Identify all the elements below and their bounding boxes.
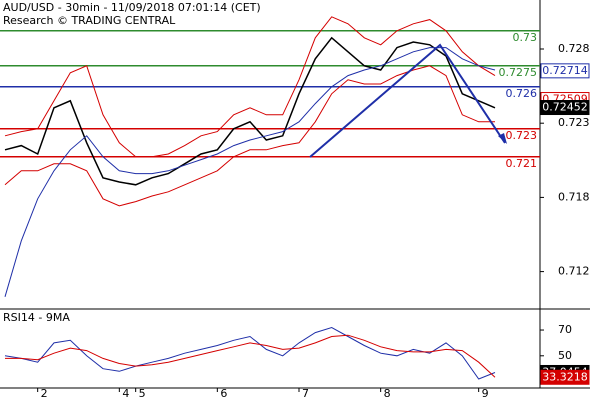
y-tick-label: 70 bbox=[558, 323, 572, 336]
x-tick-label: 4 bbox=[122, 387, 129, 400]
y-tick-label: 0.7181 bbox=[558, 190, 590, 203]
series-line bbox=[5, 334, 496, 378]
x-tick-label: 9 bbox=[482, 387, 489, 400]
y-tick-label: 50 bbox=[558, 349, 572, 362]
price-tag-label: 0.72714 bbox=[542, 64, 588, 77]
x-tick-label: 7 bbox=[302, 387, 309, 400]
price-tag-label: 33.3218 bbox=[542, 370, 588, 383]
series-line bbox=[4, 36, 496, 186]
price-tag bbox=[540, 63, 590, 79]
x-tick-label: 5 bbox=[139, 387, 146, 400]
level-label: 0.73 bbox=[513, 31, 538, 44]
y-tick-label: 0.7128 bbox=[558, 265, 590, 278]
level-label: 0.721 bbox=[506, 157, 538, 170]
price-tag-label: 0.72452 bbox=[542, 101, 588, 114]
chart-subtitle: Research © TRADING CENTRAL bbox=[3, 14, 176, 27]
price-tag bbox=[540, 100, 590, 116]
y-tick-label: 0.7287 bbox=[558, 42, 590, 55]
trend-arrow bbox=[498, 133, 507, 144]
rsi-title: RSI14 - 9MA bbox=[3, 311, 70, 324]
level-label: 0.723 bbox=[506, 129, 538, 142]
x-tick-label: 8 bbox=[384, 387, 391, 400]
x-tick-label: 2 bbox=[41, 387, 48, 400]
trend-line bbox=[309, 43, 506, 158]
y-tick-label: 0.7234 bbox=[558, 116, 590, 129]
x-tick-label: 6 bbox=[220, 387, 227, 400]
series-line bbox=[4, 65, 495, 207]
series-line bbox=[4, 326, 496, 380]
price-tag bbox=[540, 369, 590, 385]
series-line bbox=[4, 47, 496, 297]
level-label: 0.726 bbox=[506, 87, 538, 100]
series-line bbox=[4, 16, 496, 158]
chart-title: AUD/USD - 30min - 11/09/2018 07:01:14 (C… bbox=[3, 1, 261, 14]
level-label: 0.7275 bbox=[499, 66, 538, 79]
